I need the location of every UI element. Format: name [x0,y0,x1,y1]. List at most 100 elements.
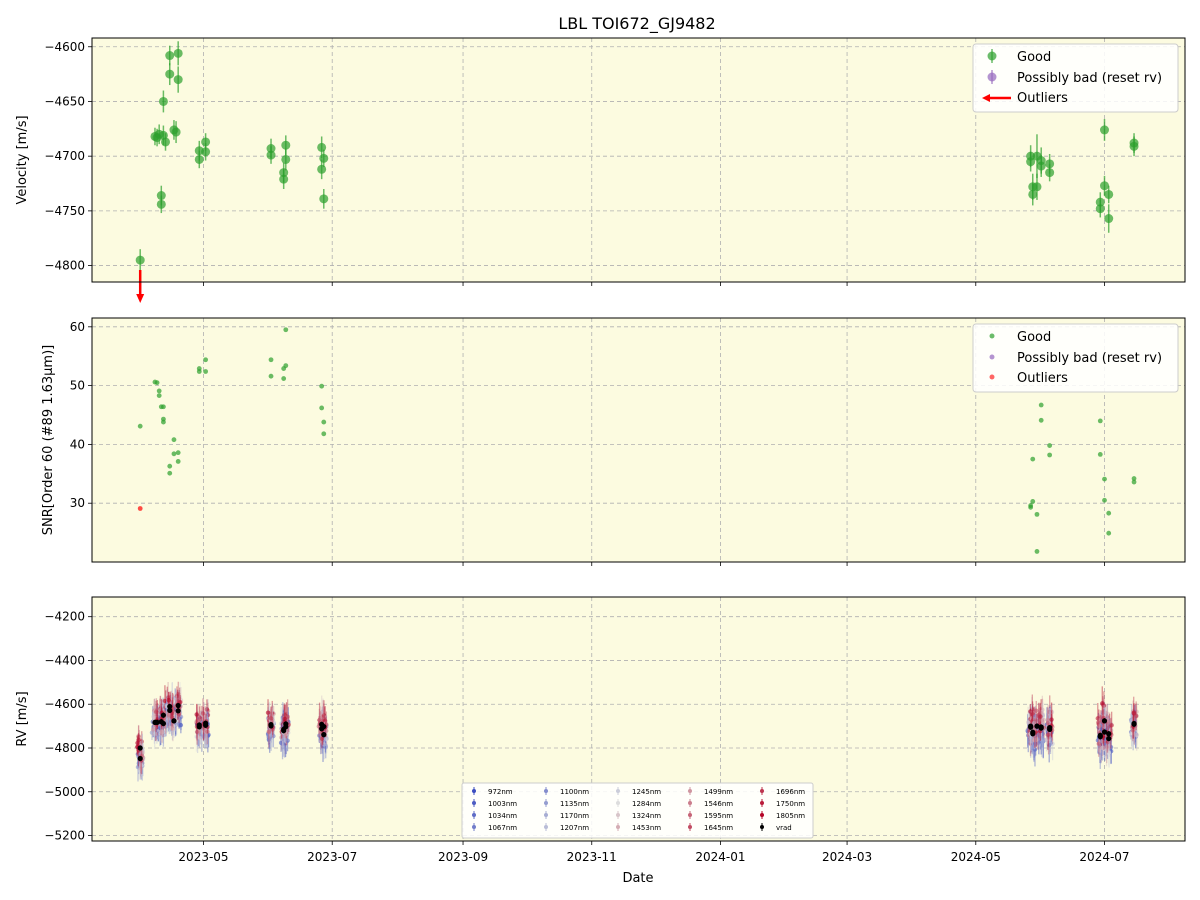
wavelength-point [1028,709,1033,714]
snr-point [171,437,177,443]
legend-label: 1805nm [776,812,805,820]
vrad-point [283,724,289,730]
wavelength-point [265,710,271,715]
snr-frame [91,317,1186,563]
snr-point [1038,417,1044,423]
y-tick-label: −4200 [44,610,85,624]
wavelength-point [321,713,327,718]
velocity-point [1028,189,1038,199]
legend-marker [688,825,692,829]
snr-point [167,463,173,469]
legend-outliers-marker [989,374,995,380]
vrad-point [1131,721,1137,727]
wavelength-point [1034,708,1039,713]
rv-x-ticks [203,841,1105,845]
legend-marker [760,801,764,805]
legend-label: 972nm [488,788,513,796]
wavelength-point [1100,701,1105,706]
wavelength-point [1039,718,1044,723]
velocity-point [1045,168,1055,178]
wavelength-point [1049,717,1054,722]
wavelength-point [319,736,325,741]
snr-point [161,419,166,425]
velocity-point [281,154,291,164]
y-tick-label: −5000 [44,785,85,799]
legend-label: 1067nm [488,824,517,832]
wavelength-point [1100,709,1106,715]
wavelength-point [200,711,206,716]
vrad-point [1034,723,1040,729]
snr-point [281,376,287,381]
wavelength-point [1046,732,1051,737]
legend-label: 1595nm [704,812,733,820]
legend-outliers-label: Outliers [1017,371,1068,386]
rv-y-grid [92,616,1185,836]
legend-label: 1324nm [632,812,661,820]
vrad-point [167,703,173,710]
vrad-point [1038,725,1044,731]
rv-y-ticks: −5200 −5000 −4800 −4600 −4400 −4200 [44,610,92,843]
wavelength-point [282,716,288,722]
wavelength-point [1106,750,1111,756]
wavelength-point [270,711,275,716]
snr-point [167,470,173,476]
velocity-point [1104,189,1114,199]
vrad-point [1106,735,1112,742]
snr-point [319,383,325,389]
wavelength-point [158,729,164,735]
wavelength-point [205,712,211,718]
wavelength-point [282,737,287,743]
snr-point [1038,402,1044,408]
velocity-x-ticks [203,282,1105,286]
y-tick-label: −4750 [44,204,85,218]
wavelength-point [194,712,199,717]
snr-point [1028,503,1034,508]
snr-point [1097,452,1103,457]
legend-marker [616,825,620,829]
velocity-point [279,174,289,184]
legend-marker [544,789,548,793]
wavelength-point [140,750,146,755]
vrad-point [1047,726,1053,732]
wavelength-point [153,709,159,715]
velocity-point [317,164,327,174]
wavelength-point [284,731,289,737]
velocity-y-label: Velocity [m/s] [15,115,30,204]
wavelength-point [164,718,170,724]
velocity-frame [91,37,1186,283]
wavelength-point [169,714,174,719]
wavelength-point [138,766,143,771]
velocity-point [171,127,181,137]
legend-marker [688,789,692,793]
snr-point [268,373,274,379]
snr-point [283,327,289,333]
snr-point [156,388,162,394]
legend-possibly-bad-label: Possibly bad (reset rv) [1017,351,1162,366]
wavelength-point [266,729,271,734]
snr-point [321,431,327,437]
snr-y-ticks: 30 40 50 60 [70,320,92,510]
legend-marker [472,789,476,793]
velocity-point [1026,157,1036,167]
snr-point [1131,476,1137,481]
snr-legend: Good Possibly bad (reset rv) Outliers [972,323,1179,393]
y-tick-label: −4400 [44,653,85,667]
snr-point [137,423,143,429]
velocity-point [201,147,211,157]
velocity-point [158,96,168,106]
velocity-point [173,75,183,85]
snr-point [268,357,274,363]
velocity-point [281,140,291,150]
wavelength-point [1033,714,1038,719]
velocity-point [319,153,329,163]
y-tick-label: −4800 [44,259,85,273]
snr-point [1047,443,1053,448]
velocity-point [266,150,276,160]
legend-label: 1170nm [560,812,589,820]
wavelength-point [1096,720,1101,725]
velocity-point [1036,161,1046,171]
wavelength-point [1040,739,1045,744]
vrad-point [175,702,181,709]
wavelength-point [1100,739,1105,744]
